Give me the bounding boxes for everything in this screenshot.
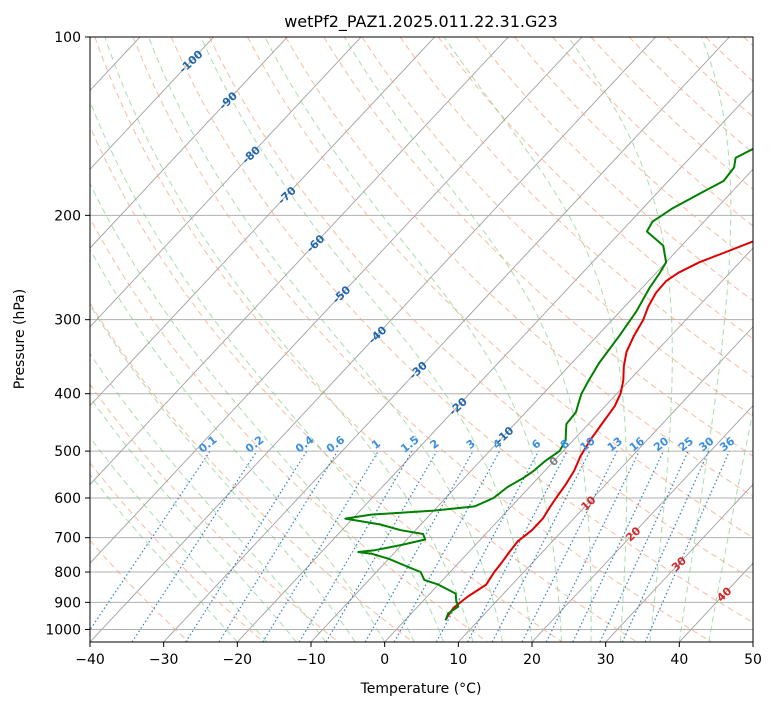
moist-adiabat-line <box>264 37 562 642</box>
x-tick-label: 20 <box>523 652 541 668</box>
mixing-ratio-line <box>262 450 379 642</box>
mixing-ratio-line <box>298 450 413 642</box>
dry-adiabat-line <box>90 462 264 642</box>
y-axis-label: Pressure (hPa) <box>12 289 28 389</box>
isotherm-line <box>163 37 730 642</box>
dry-adiabat-line <box>476 37 753 302</box>
mixing-ratio-line <box>621 450 710 642</box>
moist-adiabat-line <box>90 100 445 642</box>
dry-adiabat-line <box>90 302 414 642</box>
moist-adiabat-line <box>343 37 592 642</box>
dry-adiabat-line <box>90 539 190 642</box>
x-tick-label: −20 <box>223 652 253 668</box>
x-tick-label: −30 <box>149 652 179 668</box>
moist-adiabat-line <box>90 352 327 642</box>
mixing-ratio-line <box>393 450 501 642</box>
temperature-profile-line <box>444 240 753 621</box>
moist-adiabat-line <box>443 37 628 642</box>
mixing-ratio-line <box>644 450 730 642</box>
isotherm-line <box>90 37 288 249</box>
mixing-ratio-line <box>545 450 640 642</box>
profile-layer <box>344 147 753 621</box>
moist-adiabat-line <box>90 304 356 642</box>
y-tick-label: 1000 <box>45 622 81 638</box>
mixing-ratio-line <box>218 450 339 642</box>
mixing-ratio-line <box>599 450 689 642</box>
y-tick-label: 200 <box>54 208 81 224</box>
y-tick-label: 100 <box>54 30 81 46</box>
x-tick-label: 0 <box>380 652 389 668</box>
y-tick-label: 300 <box>54 313 81 329</box>
dry-adiabat-line <box>208 37 753 581</box>
x-tick-label: 30 <box>597 652 615 668</box>
moist-adiabat-line <box>200 37 533 642</box>
plot-frame <box>89 36 754 643</box>
isotherm-line <box>90 37 509 486</box>
dry-adiabat-line <box>90 125 563 642</box>
x-tick-label: 40 <box>670 652 688 668</box>
mixing-ratio-line <box>185 450 308 642</box>
mixing-ratio-line <box>572 450 664 642</box>
x-tick-label: 50 <box>744 652 762 668</box>
moist-adiabat-line <box>678 37 732 642</box>
y-tick-label: 400 <box>54 387 81 403</box>
dry-adiabat-line <box>90 217 488 642</box>
isotherm-line <box>752 641 753 642</box>
isotherm-line <box>0 37 66 642</box>
plot-background <box>90 37 753 642</box>
dry-adiabat-line <box>247 37 753 539</box>
axis-ticks: −40 −30 −20 −10 0 10 20 30 40 50 1000 900 800 700 600 5… <box>45 30 762 668</box>
moist-adiabat-line <box>90 248 386 642</box>
moist-adiabat-line <box>104 37 474 642</box>
x-tick-label: −40 <box>75 652 105 668</box>
isotherm-line <box>90 37 436 407</box>
moist-adiabat-line <box>148 37 503 642</box>
y-tick-label: 500 <box>54 444 81 460</box>
isotherm-line <box>531 404 753 642</box>
moist-adiabat-line <box>708 408 753 642</box>
x-tick-label: −10 <box>296 652 326 668</box>
moist-adiabat-line <box>90 396 297 642</box>
y-tick-label: 900 <box>54 595 81 611</box>
isotherm-line <box>384 247 753 642</box>
dry-adiabat-line <box>170 37 753 624</box>
isotherm-line <box>310 168 753 642</box>
mixing-ratio-line <box>364 450 474 642</box>
x-axis-label: Temperature (°C) <box>360 681 482 697</box>
dry-adiabat-line <box>132 37 712 642</box>
dry-adiabat-line <box>94 37 638 642</box>
dry-adiabat-line <box>399 37 753 378</box>
moist-adiabat-line <box>567 37 673 642</box>
chart-title: wetPf2_PAZ1.2025.011.22.31.G23 <box>284 12 558 32</box>
x-tick-label: 10 <box>449 652 467 668</box>
isotherm-line <box>458 326 753 642</box>
grid-layer <box>0 37 753 642</box>
isotherm-line <box>90 37 215 170</box>
dry-adiabat-line <box>285 37 753 498</box>
y-tick-label: 700 <box>54 531 81 547</box>
isotherm-line <box>237 89 753 642</box>
y-tick-label: 600 <box>54 491 81 507</box>
isotherm-line <box>90 37 362 328</box>
mixing-ratio-line <box>325 450 438 642</box>
dewpoint-profile-line <box>344 147 753 621</box>
dry-adiabat-line <box>437 37 753 340</box>
isotherm-line <box>605 483 753 642</box>
y-tick-label: 800 <box>54 565 81 581</box>
moist-adiabat-line <box>90 182 415 642</box>
isotherm-line <box>90 37 583 564</box>
isotherm-line <box>90 37 657 642</box>
